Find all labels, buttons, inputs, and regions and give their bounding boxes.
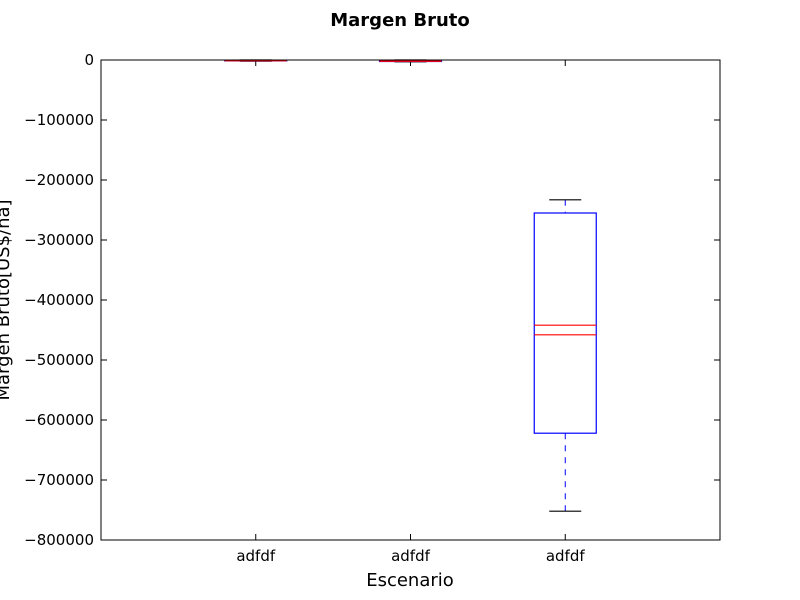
axes-frame <box>100 59 721 541</box>
y-tick-label: −800000 <box>24 531 94 549</box>
plot-area: 0 −100000 −200000 −300000 −400000 −500000 −600… <box>24 51 720 565</box>
y-tick-label: −400000 <box>24 291 94 309</box>
y-tick-label: −600000 <box>24 411 94 429</box>
y-tick-label: −200000 <box>24 171 94 189</box>
y-tick-label: 0 <box>84 51 94 69</box>
x-tick-label: adfdf <box>546 547 586 565</box>
y-tick-label: −700000 <box>24 471 94 489</box>
y-tick-label: −300000 <box>24 231 94 249</box>
chart-title: Margen Bruto <box>330 10 470 31</box>
iqr-box <box>533 212 597 434</box>
x-tick-label: adfdf <box>236 547 276 565</box>
y-tick-label: −100000 <box>24 111 94 129</box>
y-axis-label: Margen Bruto[US$/ha] <box>0 199 14 400</box>
y-tick-label: −500000 <box>24 351 94 369</box>
x-axis-label: Escenario <box>366 570 454 591</box>
x-tick-label: adfdf <box>391 547 431 565</box>
